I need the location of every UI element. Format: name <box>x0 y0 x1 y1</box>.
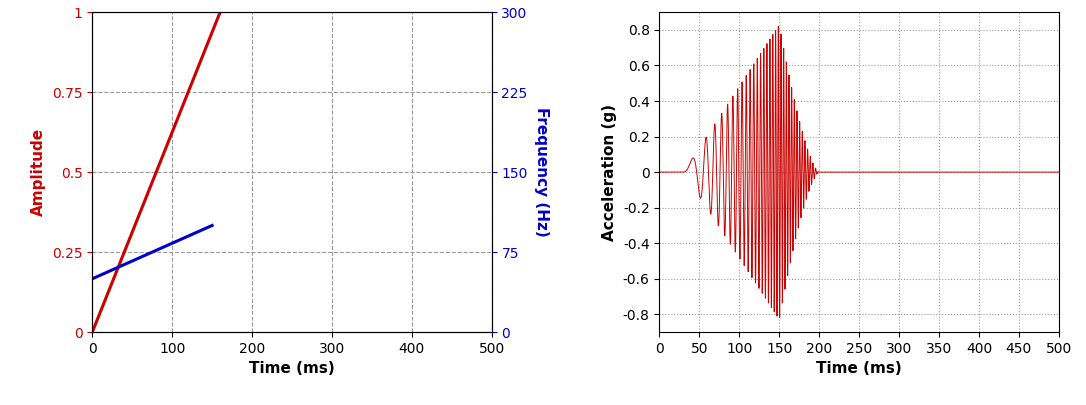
X-axis label: Time (ms): Time (ms) <box>249 361 334 376</box>
Y-axis label: Acceleration (g): Acceleration (g) <box>603 104 617 241</box>
X-axis label: Time (ms): Time (ms) <box>817 361 902 376</box>
Y-axis label: Frequency (Hz): Frequency (Hz) <box>533 107 548 237</box>
Y-axis label: Amplitude: Amplitude <box>31 128 47 216</box>
